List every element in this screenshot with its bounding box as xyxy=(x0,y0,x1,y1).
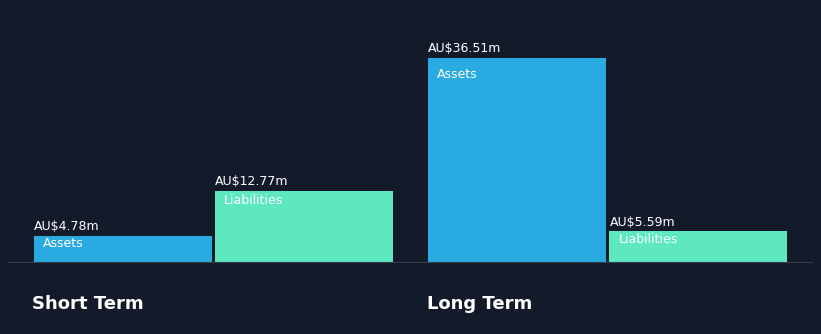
Bar xyxy=(609,231,787,263)
Bar xyxy=(34,235,212,263)
Text: AU$5.59m: AU$5.59m xyxy=(609,216,675,229)
Text: Liabilities: Liabilities xyxy=(618,232,677,245)
Bar xyxy=(215,191,392,263)
Text: Assets: Assets xyxy=(438,68,478,81)
Text: AU$4.78m: AU$4.78m xyxy=(34,220,100,233)
Text: Assets: Assets xyxy=(43,237,84,250)
Text: Short Term: Short Term xyxy=(32,295,144,313)
Text: Liabilities: Liabilities xyxy=(224,194,283,207)
Text: Long Term: Long Term xyxy=(427,295,532,313)
Bar xyxy=(429,57,606,263)
Text: AU$12.77m: AU$12.77m xyxy=(215,175,289,188)
Text: AU$36.51m: AU$36.51m xyxy=(429,42,502,55)
